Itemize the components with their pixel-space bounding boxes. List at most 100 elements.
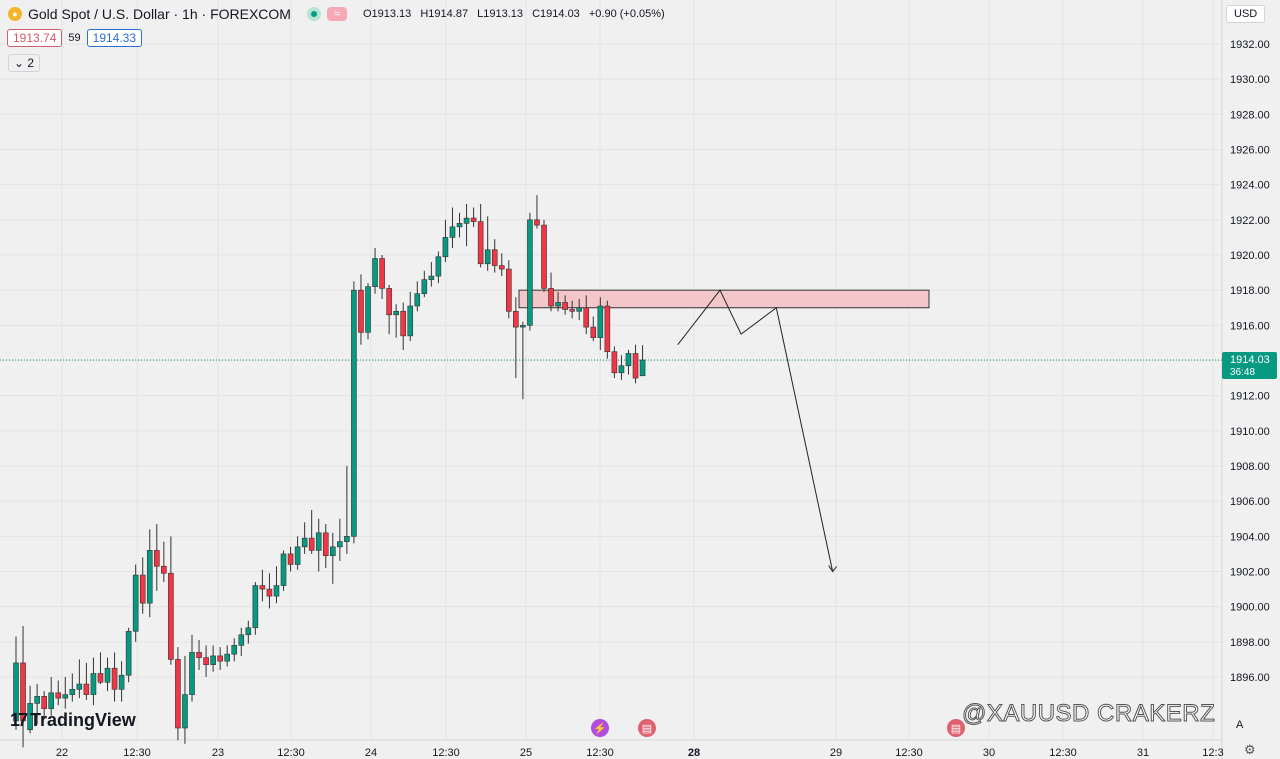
price-tick-label: 1920.00	[1230, 250, 1270, 262]
brand-name: TradingView	[30, 710, 136, 730]
indicators-toggle[interactable]: ⌄ 2	[8, 54, 41, 72]
candle-body	[83, 683, 90, 695]
bar-countdown-label: 36:48	[1230, 367, 1255, 378]
watermark-text: @XAUUSD CRAKERZ	[961, 700, 1216, 728]
chart-header: ● Gold Spot / U.S. Dollar · 1h · FOREXCO…	[8, 6, 671, 22]
market-open-icon[interactable]	[306, 7, 321, 21]
currency-selector[interactable]: USD	[1226, 5, 1266, 23]
sell-price-button[interactable]: 1913.74	[7, 29, 63, 47]
change-value: +0.90 (+0.05%)	[588, 8, 665, 20]
candle-body	[118, 674, 125, 690]
candle-body	[69, 689, 76, 695]
price-tick-label: 1910.00	[1230, 426, 1270, 438]
candle-body	[639, 359, 646, 377]
candle-body	[146, 550, 153, 604]
candle-body	[245, 627, 252, 636]
candle-body	[203, 657, 209, 665]
close-value: C1914.03	[532, 8, 580, 20]
candle-body	[379, 258, 385, 289]
candle-body	[618, 365, 625, 374]
candle-body	[273, 585, 280, 597]
flash-event-icon[interactable]: ⚡	[591, 719, 609, 737]
candle-body	[48, 692, 55, 709]
price-tick-label: 1928.00	[1230, 109, 1270, 121]
candle-body	[308, 537, 315, 551]
candle-body	[358, 289, 364, 333]
price-tick-label: 1908.00	[1230, 461, 1270, 473]
us-flag-event-icon[interactable]: ▤	[638, 719, 656, 737]
candle-body	[125, 630, 132, 676]
time-tick-label: 12:30	[277, 747, 305, 759]
candle-body	[527, 219, 533, 326]
candle-body	[611, 351, 618, 374]
candle-body	[210, 655, 216, 665]
price-tick-label: 1916.00	[1230, 320, 1270, 332]
time-tick-label: 28	[688, 747, 700, 759]
price-tick-label: 1918.00	[1230, 285, 1270, 297]
price-tick-label: 1912.00	[1230, 391, 1270, 403]
candle-body	[238, 634, 245, 646]
candle-body	[597, 305, 604, 338]
time-tick-label: 12:30	[1049, 747, 1077, 759]
candle-body	[393, 310, 399, 316]
price-tick-label: 1922.00	[1230, 215, 1270, 227]
candle-body	[252, 585, 259, 629]
candle-body	[224, 653, 230, 662]
spread-value: 59	[68, 32, 81, 44]
candle-body	[315, 532, 322, 551]
auto-scale-button[interactable]: A	[1236, 719, 1244, 731]
candle-body	[154, 550, 160, 567]
candle-body	[351, 289, 357, 537]
low-value: L1913.13	[477, 8, 524, 20]
tradingview-logo[interactable]: 17 TradingView	[10, 710, 136, 731]
price-tick-label: 1926.00	[1230, 145, 1270, 157]
candle-body	[41, 696, 47, 709]
time-tick-label: 24	[365, 747, 377, 759]
arrow-head	[828, 565, 838, 573]
candle-body	[196, 652, 202, 658]
time-tick-label: 29	[830, 747, 842, 759]
tv-logo-icon: 17	[10, 710, 28, 730]
candle-body	[463, 217, 470, 224]
symbol-title[interactable]: Gold Spot / U.S. Dollar · 1h · FOREXCOM	[28, 6, 291, 22]
candle-body	[421, 279, 428, 294]
data-provider-icon[interactable]: ≈	[326, 7, 347, 21]
candle-body	[337, 541, 343, 548]
time-tick-label: 12:30	[895, 747, 923, 759]
time-tick-label: 25	[520, 747, 532, 759]
candle-body	[294, 546, 301, 565]
candle-body	[442, 237, 449, 258]
candle-body	[484, 249, 491, 265]
time-tick-label: 12:3	[1202, 747, 1223, 759]
candle-body	[491, 249, 498, 266]
candle-body	[280, 553, 287, 586]
candle-body	[104, 667, 111, 683]
price-tick-label: 1896.00	[1230, 672, 1270, 684]
ohlc-readout: O1913.13 H1914.87 L1913.13 C1914.03 +0.9…	[363, 8, 671, 20]
time-tick-label: 30	[983, 747, 995, 759]
candle-body	[498, 265, 505, 270]
time-tick-label: 12:30	[586, 747, 614, 759]
candle-body	[513, 310, 519, 328]
candle-body	[168, 572, 174, 660]
candle-body	[301, 537, 308, 548]
candle-body	[90, 673, 97, 695]
candle-body	[477, 221, 484, 265]
candle-body	[428, 275, 435, 280]
candle-body	[111, 667, 118, 690]
candle-body	[534, 219, 540, 226]
candle-body	[76, 683, 83, 690]
candle-body	[576, 307, 583, 312]
price-tick-label: 1898.00	[1230, 637, 1270, 649]
us-flag-event-icon[interactable]: ▤	[947, 719, 965, 737]
candle-body	[604, 305, 611, 353]
price-tick-label: 1930.00	[1230, 74, 1270, 86]
candle-body	[55, 692, 62, 699]
candle-body	[329, 546, 336, 556]
chevron-down-icon: ⌄	[14, 56, 25, 70]
gear-icon[interactable]: ⚙	[1244, 742, 1256, 757]
buy-price-button[interactable]: 1914.33	[86, 29, 143, 47]
candle-body	[414, 293, 421, 307]
candle-body	[62, 694, 69, 699]
